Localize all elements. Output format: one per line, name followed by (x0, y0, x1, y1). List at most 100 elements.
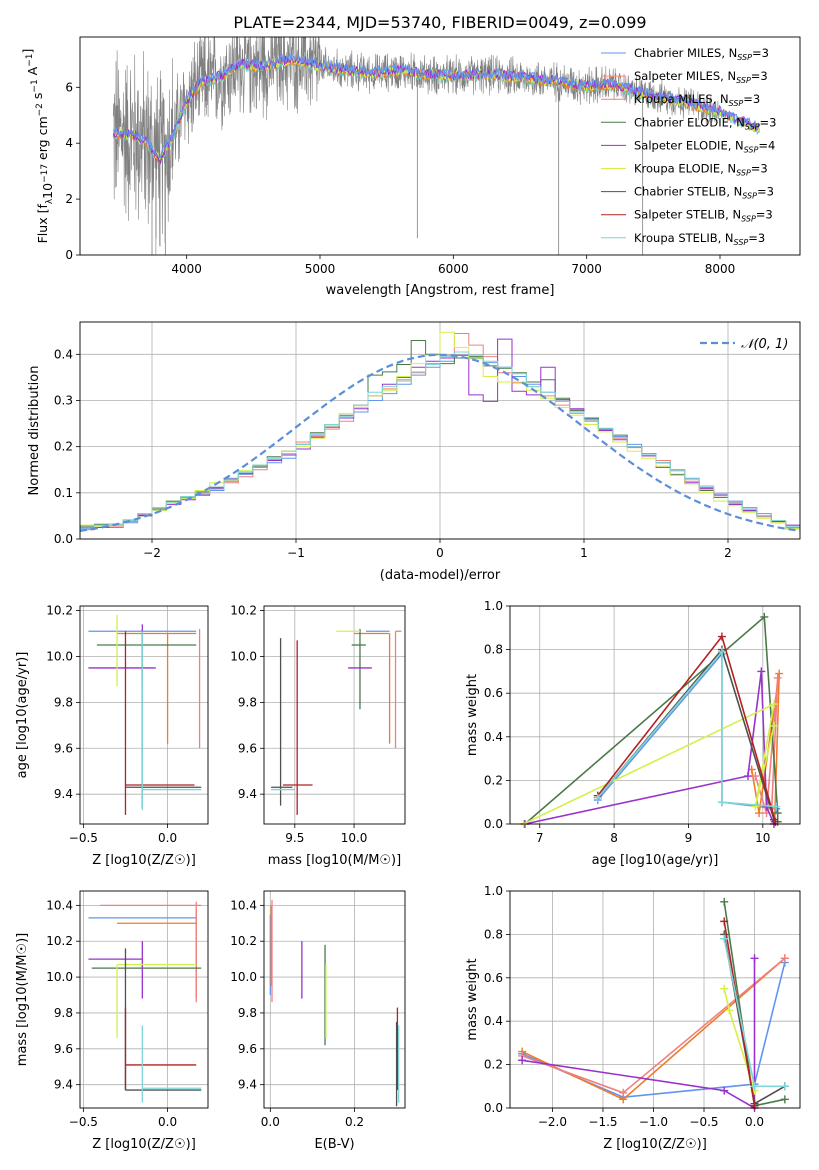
y-tick-label: 9.6 (54, 741, 73, 755)
y-tick-label: 10.0 (46, 970, 73, 984)
y-tick-label: 9.4 (54, 1078, 73, 1092)
y-tick-label: 9.8 (54, 1006, 73, 1020)
weight-vs-Z-plot: −2.0 −1.5 −1.0 −0.5 0.0 0.0 0.2 0.4 0.6 0.8 1.0 Z [… (465, 884, 801, 1152)
weight-point-marker (751, 802, 760, 811)
weight-point-marker (717, 647, 726, 656)
y-axis-label: mass [log10(M/M☉)] (15, 933, 30, 1066)
weight-series-line (523, 702, 776, 824)
x-axis-label: wavelength [Angstrom, rest frame] (326, 283, 555, 298)
legend-label: Chabrier STELIB, NSSP=3 (634, 185, 774, 201)
y-tick-label: 0.2 (484, 1058, 503, 1072)
x-tick-label: 5000 (305, 262, 336, 276)
residual-histogram: −2 −1 0 1 2 0.0 0.1 0.2 0.3 0.4 (data-model)/error… (27, 321, 801, 583)
y-tick-label: 0.6 (484, 971, 503, 985)
weight-series-line (597, 649, 777, 808)
weight-point-marker (772, 802, 781, 811)
y-tick-label: 9.6 (54, 1042, 73, 1056)
x-tick-label: 0.0 (158, 1115, 177, 1129)
y-tick-label: 0.4 (484, 730, 503, 744)
y-tick-label: 10.4 (230, 898, 257, 912)
x-tick-label: −2.0 (538, 1115, 567, 1129)
weight-point-marker (780, 954, 789, 963)
x-tick-label: 0.0 (745, 1115, 764, 1129)
weight-point-marker (771, 817, 780, 826)
x-axis-label: Z [log10(Z/Z☉)] (92, 853, 196, 868)
y-axis-label: mass weight (465, 958, 480, 1040)
x-tick-label: 0.0 (261, 1115, 280, 1129)
y-tick-label: 10.2 (230, 934, 257, 948)
y-tick-label: 0.0 (484, 817, 503, 831)
axes-frame (263, 890, 406, 1109)
x-tick-label: 0.0 (158, 831, 177, 845)
x-axis-label: (data-model)/error (380, 568, 501, 583)
axes-frame (79, 36, 801, 256)
weight-point-marker (773, 673, 782, 682)
weight-point-marker (780, 1095, 789, 1104)
age-vs-Z-plot: −0.5 0.0 9.4 9.6 9.8 10.0 10.2 Z [log10(Z/Z☉)] a… (15, 604, 209, 868)
x-tick-label: 10.0 (341, 831, 368, 845)
y-axis-label: mass weight (465, 674, 480, 756)
y-tick-label: 10.2 (46, 604, 73, 618)
y-tick-label: 10.0 (46, 649, 73, 663)
weight-series-line (521, 958, 756, 1108)
y-tick-label: 0.6 (484, 686, 503, 700)
x-tick-label: −0.5 (689, 1115, 718, 1129)
x-tick-label: 0 (436, 546, 444, 560)
weight-point-marker (725, 1006, 734, 1015)
y-tick-label: 6 (65, 80, 73, 94)
y-tick-label: 0.4 (484, 1014, 503, 1028)
spectrum-plot: 4000 5000 6000 7000 8000 0 2 4 6 wavelength [Angs… (20, 36, 801, 298)
age-vs-mass-plot: 9.5 10.0 9.4 9.6 9.8 10.0 10.2 mass [log10(M/M☉… (230, 604, 406, 868)
y-tick-label: 0.3 (54, 393, 73, 407)
weight-point-marker (780, 1082, 789, 1091)
y-tick-label: 9.6 (238, 1042, 257, 1056)
x-tick-label: −1.0 (639, 1115, 668, 1129)
legend-label: Kroupa MILES, NSSP=3 (634, 92, 760, 108)
weight-point-marker (720, 1086, 729, 1095)
weight-point-marker (750, 1082, 759, 1091)
weight-point-marker (750, 954, 759, 963)
weight-point-marker (720, 984, 729, 993)
x-axis-label: E(B-V) (314, 1137, 354, 1152)
x-tick-label: −0.5 (69, 1115, 98, 1129)
x-tick-label: 8 (610, 831, 618, 845)
y-tick-label: 0 (65, 248, 73, 262)
weight-series-line (524, 615, 779, 824)
legend-label: Chabrier ELODIE, NSSP=3 (634, 115, 776, 131)
x-tick-label: 2 (724, 546, 732, 560)
y-tick-label: 0.0 (54, 532, 73, 546)
y-tick-label: 9.4 (238, 1078, 257, 1092)
y-tick-label: 9.6 (238, 741, 257, 755)
normal-curve (80, 353, 800, 532)
legend-label: Chabrier MILES, NSSP=3 (634, 46, 769, 62)
legend-label: Kroupa ELODIE, NSSP=3 (634, 162, 768, 178)
y-tick-label: 9.4 (238, 787, 257, 801)
y-tick-label: 10.0 (230, 649, 257, 663)
weight-point-marker (757, 667, 766, 676)
x-tick-label: 6000 (438, 262, 469, 276)
mass-vs-Z-plot: −0.5 0.0 9.4 9.6 9.8 10.0 10.2 10.4 Z [log10(Z/Z… (15, 890, 209, 1152)
x-axis-label: Z [log10(Z/Z☉)] (92, 1137, 196, 1152)
weight-series-line (750, 673, 780, 822)
spectrum-model-line (112, 52, 761, 159)
weight-series-line (754, 677, 779, 814)
y-tick-label: 9.8 (238, 1006, 257, 1020)
x-tick-label: 8000 (705, 262, 736, 276)
y-tick-label: 4 (65, 136, 73, 150)
x-tick-label: 4000 (171, 262, 202, 276)
y-tick-label: 10.2 (46, 934, 73, 948)
legend-label: Salpeter STELIB, NSSP=3 (634, 208, 773, 224)
x-tick-label: 0.2 (345, 1115, 364, 1129)
weight-point-marker (518, 1056, 527, 1065)
x-tick-label: 1 (580, 546, 588, 560)
x-tick-label: −1 (287, 546, 305, 560)
axes-frame (263, 605, 406, 825)
y-tick-label: 10.0 (230, 970, 257, 984)
y-axis-label: age [log10(age/yr)] (15, 652, 30, 779)
y-tick-label: 1.0 (484, 884, 503, 898)
x-tick-label: −2 (143, 546, 161, 560)
weight-point-marker (743, 772, 752, 781)
y-tick-label: 9.8 (238, 695, 257, 709)
y-tick-label: 0.1 (54, 486, 73, 500)
